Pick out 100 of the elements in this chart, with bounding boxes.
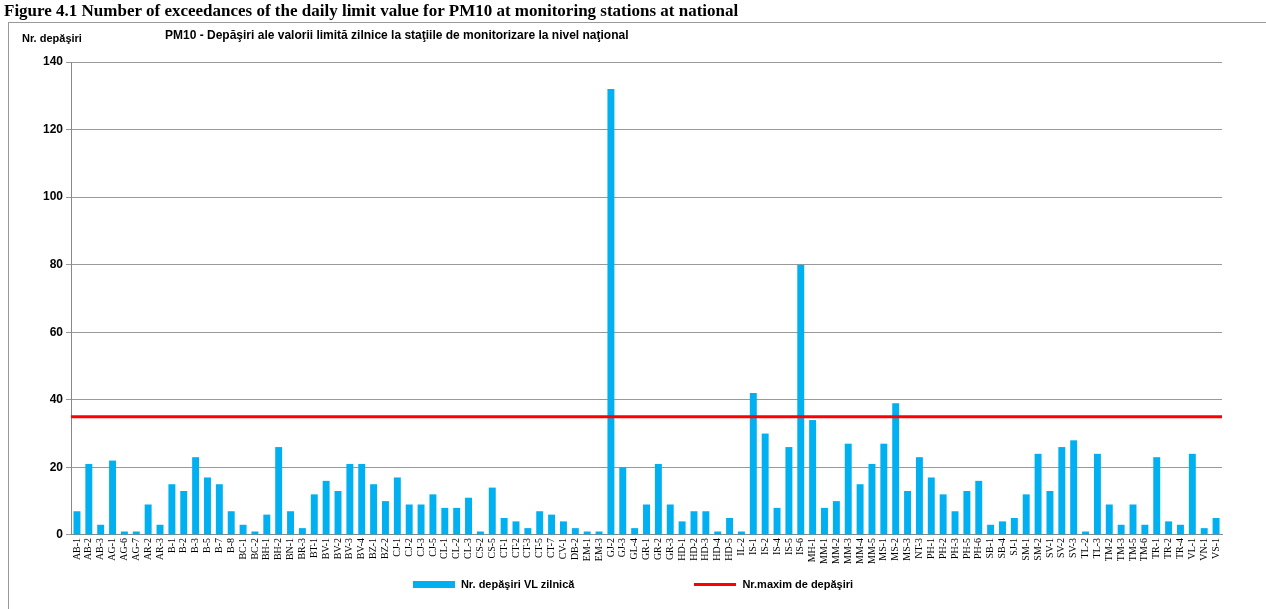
x-tick-label: AB-1 — [70, 537, 82, 561]
x-tick-label: CT-1 — [497, 537, 509, 559]
x-tick-label: HD-2 — [687, 537, 699, 561]
bar — [963, 490, 971, 535]
x-tick-label: PH-5 — [960, 537, 972, 560]
x-tick-label: CJ-1 — [390, 537, 402, 557]
x-tick-label: TM-3 — [1114, 537, 1126, 562]
x-tick-label: BV-4 — [355, 537, 367, 560]
x-tick-label: AG-6 — [118, 537, 130, 561]
bar — [619, 467, 627, 535]
bar — [773, 507, 781, 535]
bar — [821, 507, 828, 535]
bar — [1188, 453, 1196, 535]
x-tick-label: GJ-2 — [604, 537, 616, 558]
x-tick-label: SB-4 — [996, 537, 1008, 559]
y-axis-title: Nr. depăşiri — [22, 32, 82, 44]
x-tick-label: VL-1 — [1185, 537, 1197, 560]
bar — [204, 477, 211, 535]
bar — [844, 443, 852, 535]
x-tick-label: B-2 — [177, 537, 189, 553]
y-tick-label: 60 — [49, 324, 64, 339]
bar — [1034, 453, 1042, 535]
bar — [904, 490, 912, 535]
bar — [180, 490, 188, 535]
bar — [809, 420, 817, 535]
x-tick-label: CT-7 — [545, 537, 557, 559]
bar — [381, 501, 389, 535]
x-tick-label: BR-3 — [296, 537, 308, 560]
bar — [73, 511, 81, 535]
bar — [654, 463, 662, 535]
x-tick-label: SM-1 — [1019, 537, 1031, 561]
legend-label: Nr.maxim de depăşiri — [742, 578, 854, 590]
y-tick-label: 140 — [42, 54, 64, 69]
x-tick-label: BH-2 — [272, 537, 284, 561]
x-tick-label: B-7 — [212, 537, 224, 553]
x-tick-label: BZ-2 — [379, 537, 391, 559]
bar — [915, 457, 923, 535]
x-tick-label: B-3 — [189, 537, 201, 553]
bar — [1058, 447, 1066, 535]
bar — [726, 518, 734, 535]
x-tick-label: TM-6 — [1138, 537, 1150, 562]
x-tick-label: BZ-1 — [367, 537, 379, 559]
x-tick-label: GR-3 — [663, 537, 675, 561]
x-tick-label: IS-1 — [746, 537, 758, 556]
bar — [975, 480, 983, 535]
bar — [109, 460, 117, 535]
x-tick-label: PH-2 — [936, 537, 948, 560]
x-tick-label: SB-1 — [984, 537, 996, 559]
x-tick-label: TR-2 — [1162, 537, 1174, 559]
x-tick-label: BT-1 — [307, 537, 319, 559]
x-tick-label: MS-2 — [889, 537, 901, 561]
x-tick-label: BC-2 — [248, 537, 260, 560]
bar — [797, 264, 805, 535]
bar — [678, 521, 686, 535]
bar — [322, 480, 330, 535]
bar — [1200, 528, 1208, 535]
bar — [880, 443, 888, 535]
x-tick-label: CT-3 — [521, 537, 533, 559]
x-tick-label: TL-3 — [1091, 537, 1103, 559]
x-tick-label: BV-1 — [319, 537, 331, 560]
bar — [631, 528, 639, 535]
bar — [987, 524, 995, 535]
bar — [1022, 494, 1030, 535]
x-tick-label: PH-1 — [924, 537, 936, 560]
chart-title: PM10 - Depăşiri ale valorii limită zilnice la staţiile de monitorizare la nivel naţional — [165, 28, 629, 42]
bar — [999, 521, 1006, 535]
x-tick-label: B-5 — [201, 537, 213, 553]
x-tick-label: SV-1 — [1043, 537, 1055, 559]
x-tick-label: MM-3 — [841, 537, 853, 565]
x-tick-label: CL-2 — [450, 537, 462, 559]
bar — [868, 463, 876, 535]
x-tick-label: CT-2 — [509, 537, 521, 559]
bar — [405, 504, 413, 535]
x-tick-label: CS-5 — [485, 537, 497, 559]
bar — [548, 514, 556, 535]
bar — [1046, 490, 1054, 535]
bar — [856, 484, 864, 535]
x-tick-label: CL-3 — [462, 537, 474, 559]
bar — [892, 403, 900, 535]
bar — [785, 447, 793, 535]
bar — [749, 393, 757, 535]
bar — [1141, 524, 1149, 535]
x-tick-label: IS-5 — [782, 537, 794, 556]
x-tick-label: CV-1 — [557, 537, 569, 560]
bar — [643, 504, 650, 535]
x-tick-label: IS-6 — [794, 537, 806, 556]
x-tick-label: EM-1 — [580, 537, 592, 562]
x-tick-label: PH-3 — [948, 537, 960, 560]
x-tick-label: AG-1 — [106, 537, 118, 561]
x-tick-label: IS-4 — [770, 537, 782, 556]
y-tick-label: 40 — [49, 392, 64, 407]
x-tick-label: BC-1 — [236, 537, 248, 560]
bar — [1177, 524, 1184, 535]
x-tick-label: MM-2 — [829, 537, 841, 565]
y-tick-label: 0 — [56, 527, 64, 542]
bar — [263, 514, 271, 535]
bar — [239, 524, 247, 535]
x-tick-label: AR-3 — [153, 537, 165, 561]
y-tick-label: 20 — [49, 459, 64, 474]
bar — [607, 89, 615, 535]
